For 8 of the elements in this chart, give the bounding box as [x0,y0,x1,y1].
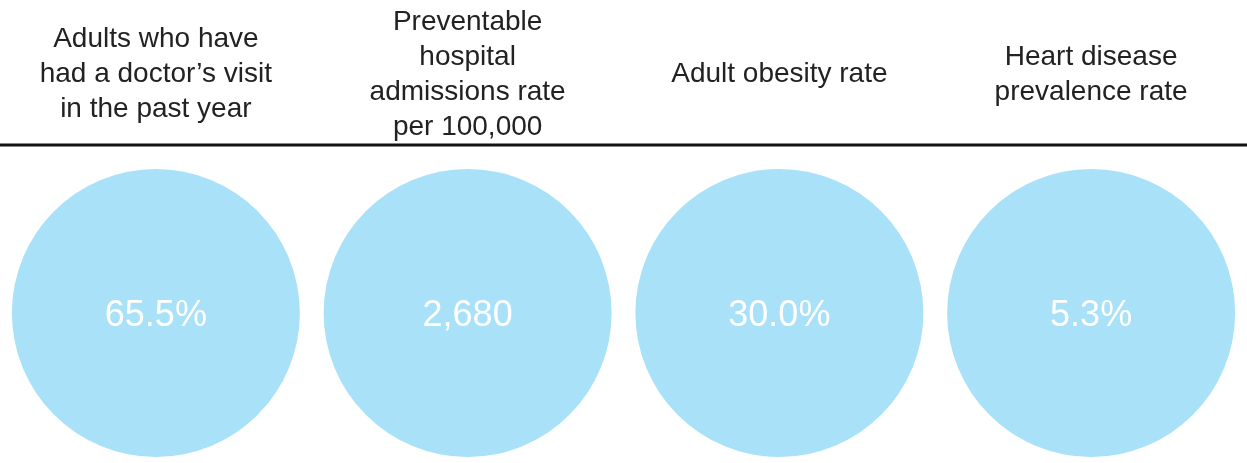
category-label: Preventable hospital admissions rate per 100,000 [369,4,566,141]
data-label: 65.5% [104,292,207,334]
category-label: Adults who have had a doctor’s visit in the past year [39,22,273,123]
category-label: Heart disease prevalence rate [994,39,1188,106]
category-label: Adult obesity rate [671,57,888,88]
data-label: 2,680 [422,292,513,334]
data-label: 5.3% [1050,292,1133,334]
data-label: 30.0% [728,292,831,334]
